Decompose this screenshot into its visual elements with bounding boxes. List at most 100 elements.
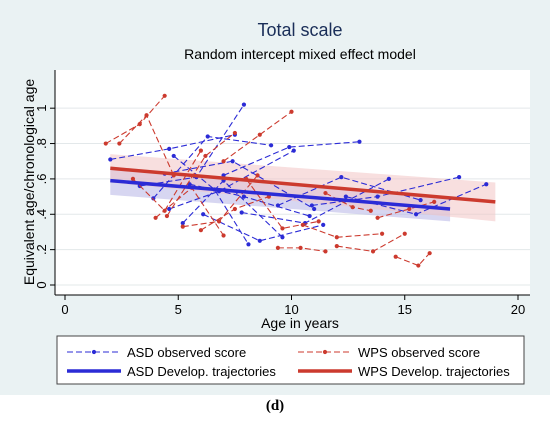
x-tick-label: 5 [175,302,182,317]
asd-observed-point [307,213,312,219]
wps-observed-point [257,132,262,137]
asd-observed-point [269,143,274,148]
wps-observed-point [144,113,149,118]
wps-observed-point [280,226,285,231]
wps-observed-point [427,251,432,256]
asd-observed-point [241,194,247,199]
wps-observed-point [323,190,328,196]
y-tick-label: 0 [34,281,49,288]
asd-observed-point [280,235,285,240]
y-tick-label: .2 [34,244,49,255]
wps-observed-point [368,208,373,213]
asd-observed-point [386,176,391,182]
x-tick-label: 10 [284,302,298,317]
legend-box [56,335,525,385]
wps-observed-point [153,215,158,220]
wps-observed-point [393,254,398,259]
wps-observed-point [232,206,237,212]
x-axis-label: Age in years [261,315,339,331]
y-tick-label: .6 [34,173,49,184]
wps-observed-point [380,231,385,236]
wps-observed-point [298,245,303,250]
y-tick-label: .4 [34,209,49,220]
asd-observed-point [257,238,262,243]
wps-observed-point [407,206,412,212]
asd-observed-point [413,212,419,217]
wps-observed-point [232,130,237,136]
wps-observed-point [416,263,421,268]
asd-observed-point [287,144,292,150]
asd-observed-point [339,175,344,180]
wps-observed-point [300,222,305,227]
wps-observed-point [180,224,185,229]
wps-observed-point [289,109,294,114]
legend-label: WPS Develop. trajectories [358,364,510,379]
wps-observed-point [103,141,108,146]
asd-observed-line [173,155,249,245]
wps-observed-point [164,213,170,219]
wps-observed-point [130,176,136,182]
chart-title: Total scale [257,20,342,40]
asd-observed-point [239,210,244,215]
legend: ASD observed score WPS observed score ASD … [56,335,525,385]
x-tick-label: 20 [511,302,525,317]
asd-observed-line [164,160,315,210]
wps-observed-line [245,178,319,230]
wps-observed-point [375,215,380,220]
wps-observed-point [198,148,203,153]
legend-label: ASD observed score [127,345,246,360]
wps-observed-point [402,231,407,236]
wps-observed-point [334,235,339,240]
wps-observed-point [203,153,208,159]
asd-observed-point [246,242,251,247]
wps-observed-point [323,249,328,254]
asd-observed-point [167,146,172,151]
asd-trajectory-line [110,178,451,211]
wps-observed-point [255,173,260,178]
asd-observed-line [169,150,295,210]
asd-observed-line [202,213,324,242]
asd-observed-point [151,196,156,201]
wps-observed-point [162,93,167,98]
asd-observed-point [180,221,185,226]
figure-caption: (d) [265,398,285,414]
wps-observed-point [198,228,203,233]
asd-observed-point [309,203,314,208]
wps-observed-point [432,199,437,204]
legend-observed-marker [322,349,328,355]
y-axis-label: Equivalent age/chronological age [21,79,37,285]
asd-observed-point [418,198,423,203]
wps-observed-line [223,111,292,162]
axes: 0.2.4.6.810 5 10 15 20 [34,70,530,317]
wps-observed-point [370,249,376,254]
wps-observed-point [221,159,226,164]
x-tick-label: 0 [61,302,68,317]
asd-observed-point [343,194,348,199]
wps-observed-point [117,141,122,146]
fitted-trajectories [110,166,496,211]
asd-observed-point [312,206,317,212]
asd-observed-point [201,212,206,217]
legend-label: ASD Develop. trajectories [127,364,276,379]
wps-observed-point [216,219,222,224]
wps-observed-line [166,132,236,217]
asd-observed-point [357,139,362,144]
asd-observed-point [321,222,326,227]
asd-observed-line [223,141,360,176]
asd-observed-point [375,194,380,199]
wps-observed-point [275,245,281,250]
asd-observed-point [484,182,489,187]
asd-observed-point [291,148,296,153]
legend-label: WPS observed score [358,345,480,360]
asd-observed-point [108,157,113,162]
wps-observed-line [132,150,202,212]
asd-observed-point [167,206,172,212]
wps-observed-point [316,219,321,224]
asd-observed-point [457,175,462,180]
asd-observed-point [171,153,176,159]
asd-observed-point [230,159,235,164]
wps-observed-point [350,205,355,210]
x-tick-label: 15 [398,302,412,317]
wps-observed-point [334,244,339,249]
